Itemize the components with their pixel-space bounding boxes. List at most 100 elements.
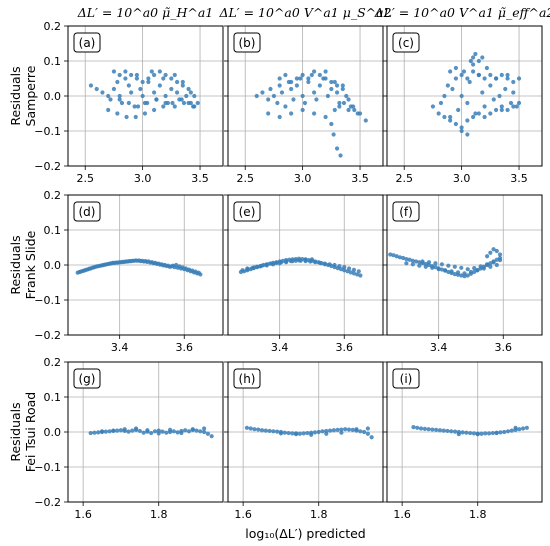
data-point [430,104,436,109]
data-point [126,429,131,434]
data-point [309,72,314,78]
data-point [459,273,464,278]
data-point [524,425,529,430]
data-point [107,429,112,434]
panel-tag-text: (i) [400,372,413,386]
data-point [191,104,196,109]
data-point [122,259,127,264]
data-point [112,260,117,265]
data-point [465,273,470,278]
data-point [356,269,361,274]
panel-tag-text: (e) [239,205,256,219]
data-point [177,264,182,269]
data-point [426,260,432,265]
data-point [339,430,344,435]
data-point [337,104,342,109]
panel-tag: (f) [392,201,420,222]
data-point [482,114,487,120]
data-point [320,429,325,434]
x-tick-label: 3.6 [336,341,354,354]
data-point [274,260,279,265]
panel-tag: (e) [233,201,261,222]
data-point [245,266,250,271]
data-point [196,270,201,275]
x-tick-label: 2.5 [236,172,254,185]
data-point [174,90,180,95]
data-point [298,76,303,81]
data-point [327,262,332,267]
data-point [355,111,360,116]
data-point [449,429,454,434]
data-point [335,427,340,432]
data-point [446,263,451,268]
panel-h: 1.6 1.8 (h) [224,361,384,521]
panel-i: 1.6 1.8 (i) [383,361,543,521]
data-point [314,97,319,102]
x-tick-label: 3.5 [351,172,369,185]
data-point [258,264,263,269]
data-point [275,429,280,434]
data-point [468,58,473,64]
data-point [145,259,150,264]
data-point [491,260,496,265]
data-point [175,430,180,435]
data-point [448,114,453,120]
data-point [450,86,455,92]
data-point [455,270,461,275]
data-point [145,428,150,433]
data-point [254,93,259,99]
data-point [96,430,101,435]
data-point [290,431,295,436]
data-point [483,431,488,436]
data-point [462,271,467,276]
data-point [88,430,93,436]
x-tick-label: 1.8 [150,508,168,521]
data-point [445,428,450,434]
data-point [465,267,470,272]
data-point [115,428,120,433]
data-point [180,265,185,270]
data-point [493,107,499,113]
data-point [148,260,153,265]
data-point [465,100,470,106]
x-tick-label: 3.5 [510,172,528,185]
data-point [128,259,134,264]
x-tick-label: 3.4 [271,341,289,354]
panel-tag-text: (g) [79,372,96,386]
data-point [183,428,188,433]
data-point [505,76,510,81]
data-point [480,55,485,60]
data-point [499,72,504,78]
data-point [411,425,416,430]
data-point [152,107,157,113]
data-point [442,114,447,120]
data-point [111,428,116,433]
data-point [467,79,472,85]
data-point [277,83,282,88]
data-point [337,263,342,269]
data-point [303,257,308,262]
data-point [436,267,441,272]
data-point [452,429,458,434]
data-point [312,90,317,95]
data-point [456,432,461,437]
row-label: ResidualsFei Tsui Road [8,392,38,472]
data-point [343,427,348,432]
data-point [286,430,291,436]
data-point [302,100,308,106]
panel-tag-text: (h) [239,372,256,386]
panel-tag-text: (f) [399,205,413,219]
data-point [417,263,422,268]
data-point [323,76,328,81]
data-point [505,429,511,434]
data-point [126,100,131,106]
row-label: ResidualsSamperre [8,65,38,126]
x-tick-label: 3.0 [453,172,471,185]
row-label-line: Samperre [23,65,38,126]
data-point [488,261,493,266]
data-point [151,261,156,266]
data-point [369,435,374,440]
data-point [508,100,514,106]
data-point [346,266,352,271]
y-tick-label: −0.2 [34,496,61,509]
